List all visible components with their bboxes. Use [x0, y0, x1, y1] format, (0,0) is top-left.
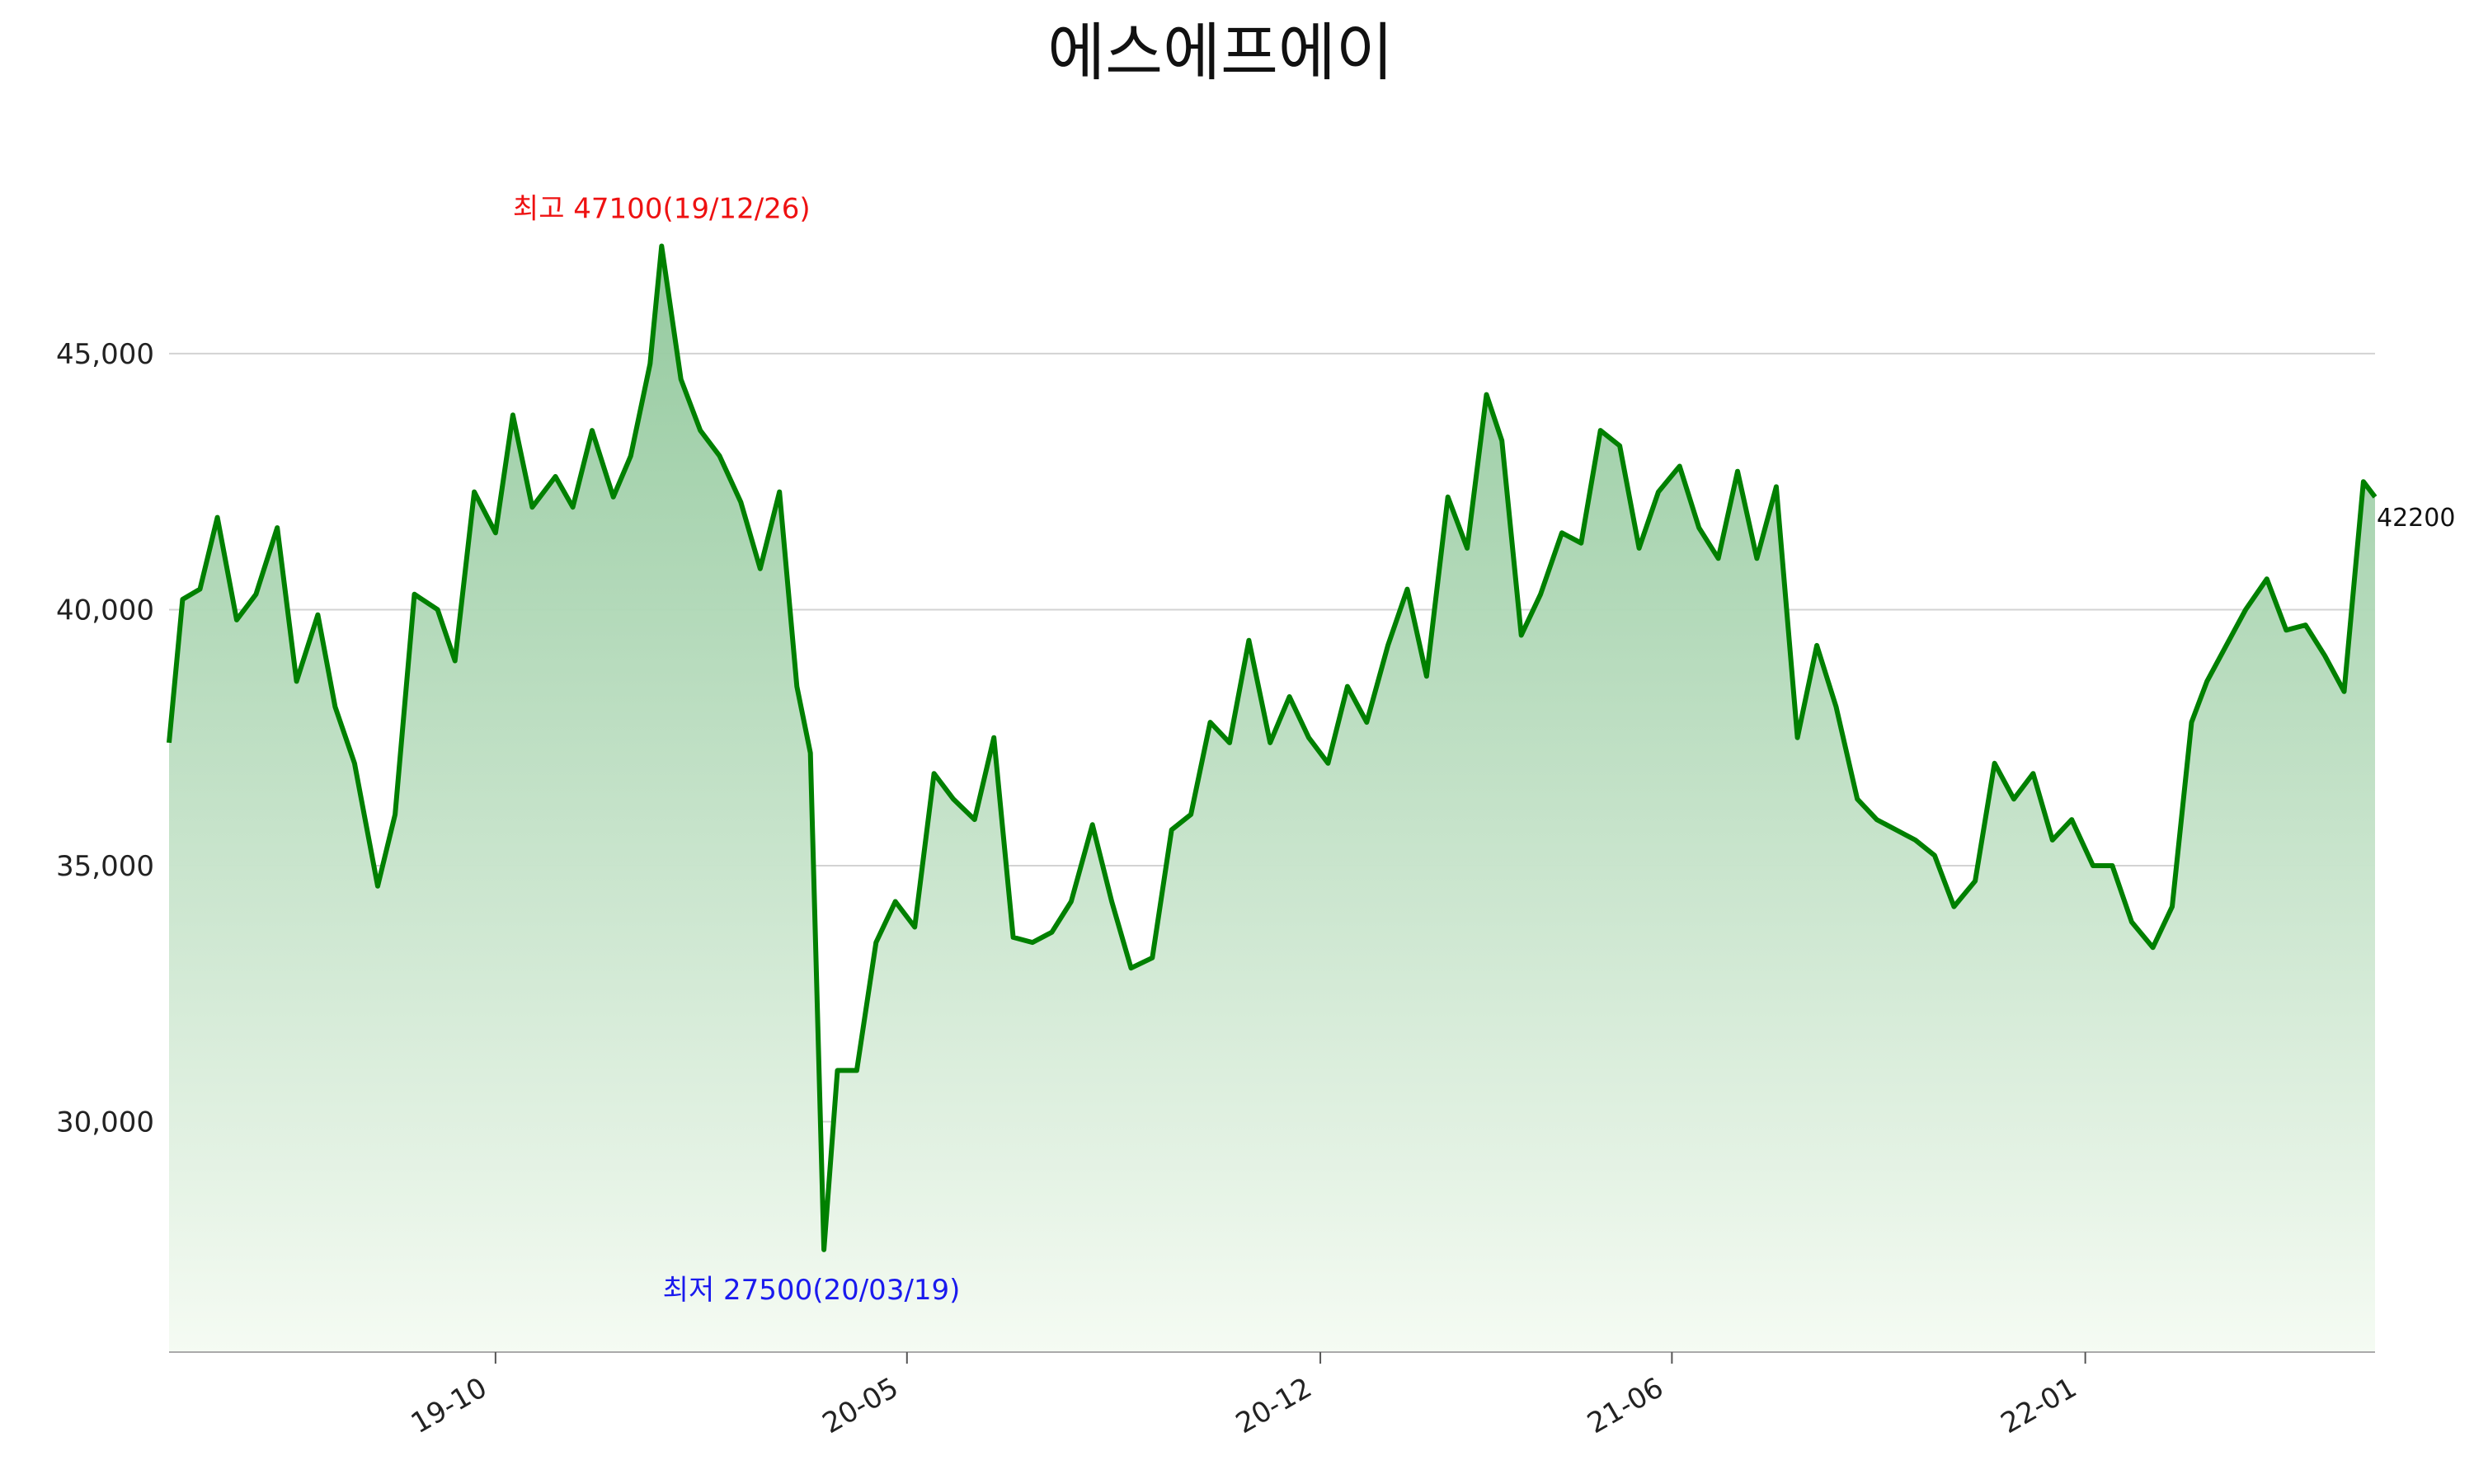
- x-tick-label: 20-12: [1230, 1371, 1318, 1440]
- chart-title: 에스에프에이: [1047, 16, 1394, 89]
- x-tick-label: 19-10: [406, 1371, 493, 1440]
- y-axis-ticks: 30,000 35,000 40,000 45,000: [56, 338, 154, 1139]
- y-tick-label: 45,000: [56, 338, 154, 371]
- annotation-last-price: 42200: [2377, 504, 2455, 533]
- annotation-high: 최고 47100(19/12/26): [513, 192, 811, 225]
- price-area-fill: [169, 246, 2375, 1352]
- y-tick-label: 30,000: [56, 1106, 154, 1139]
- x-axis-ticks: 19-10 20-05 20-12 21-06 22-01: [406, 1352, 2086, 1440]
- annotation-low: 최저 27500(20/03/19): [663, 1274, 961, 1307]
- y-tick-label: 35,000: [56, 850, 154, 883]
- x-tick-label: 22-01: [1996, 1371, 2083, 1440]
- y-tick-label: 40,000: [56, 594, 154, 627]
- x-tick-label: 20-05: [817, 1371, 905, 1440]
- x-tick-label: 21-06: [1582, 1371, 1669, 1440]
- price-line: [167, 243, 2378, 1252]
